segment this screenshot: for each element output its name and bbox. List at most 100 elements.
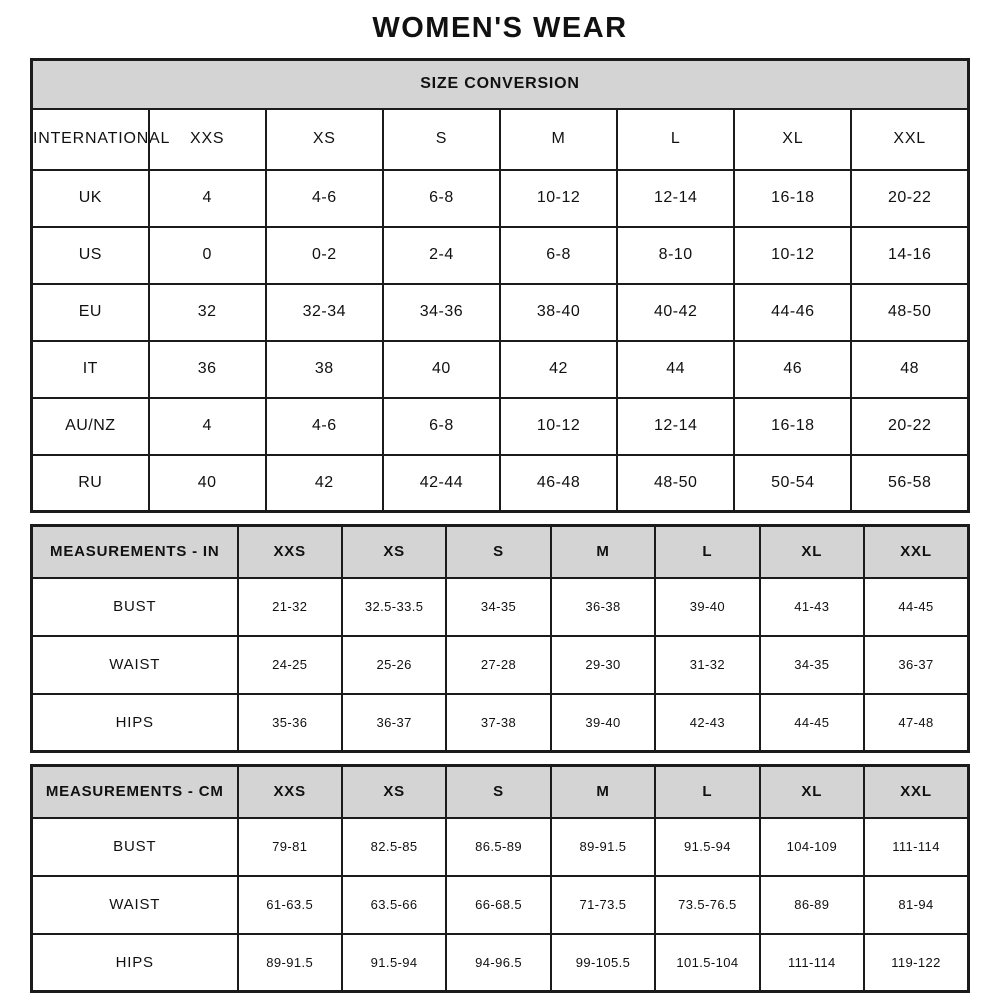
- cell: 21-32: [236, 576, 343, 637]
- table-row-bust-cm: BUST 79-81 82.5-85 86.5-89 89-91.5 91.5-…: [30, 816, 970, 877]
- size-col-xxs: XXS: [236, 524, 343, 579]
- cell: 47-48: [863, 692, 970, 753]
- size-col-xxl: XXL: [863, 524, 970, 579]
- cell: 44-45: [863, 576, 970, 637]
- cell: 36-37: [863, 634, 970, 695]
- cell: 44-46: [733, 282, 853, 342]
- cell: 44: [616, 339, 736, 399]
- cell: 104-109: [758, 816, 866, 877]
- cell: 35-36: [236, 692, 343, 753]
- size-col-s: S: [445, 524, 552, 579]
- cell: 4: [147, 168, 267, 228]
- row-label: WAIST: [30, 634, 239, 695]
- cell: 29-30: [549, 634, 657, 695]
- table-row-waist-cm: WAIST 61-63.5 63.5-66 66-68.5 71-73.5 73…: [30, 874, 970, 935]
- row-label: BUST: [30, 576, 239, 637]
- measurements-in-header: MEASUREMENTS - IN: [30, 524, 239, 579]
- cell: 6-8: [498, 225, 619, 285]
- cell: 86-89: [758, 874, 866, 935]
- table-row-eu: EU 32 32-34 34-36 38-40 40-42 44-46 48-5…: [30, 282, 970, 342]
- size-col-xl: XL: [758, 524, 866, 579]
- row-label: UK: [30, 168, 150, 228]
- table-row-us: US 0 0-2 2-4 6-8 8-10 10-12 14-16: [30, 225, 970, 285]
- cell: 27-28: [445, 634, 552, 695]
- cell: 42: [498, 339, 619, 399]
- cell: 94-96.5: [445, 932, 552, 993]
- table-row-waist-in: WAIST 24-25 25-26 27-28 29-30 31-32 34-3…: [30, 634, 970, 695]
- cell: 14-16: [850, 225, 970, 285]
- cell: 111-114: [758, 932, 866, 993]
- row-label: RU: [30, 453, 150, 513]
- cell: 32-34: [264, 282, 384, 342]
- cell: 99-105.5: [549, 932, 657, 993]
- cell: 12-14: [616, 396, 736, 456]
- cell: 119-122: [863, 932, 970, 993]
- cell: 82.5-85: [340, 816, 448, 877]
- cell: 89-91.5: [549, 816, 657, 877]
- cell: 20-22: [850, 168, 970, 228]
- size-col-l: L: [654, 764, 761, 819]
- table-row-it: IT 36 38 40 42 44 46 48: [30, 339, 970, 399]
- cell: 44-45: [758, 692, 866, 753]
- cell: 4-6: [264, 168, 384, 228]
- size-col-xs: XS: [340, 524, 448, 579]
- cell: 48-50: [616, 453, 736, 513]
- size-header-row: INTERNATIONAL XXS XS S M L XL XXL: [30, 107, 970, 171]
- cell: 31-32: [654, 634, 761, 695]
- cell: 39-40: [654, 576, 761, 637]
- size-col-l: L: [654, 524, 761, 579]
- page-title: WOMEN'S WEAR: [372, 12, 628, 44]
- size-col-xs: XS: [340, 764, 448, 819]
- cell: 37-38: [445, 692, 552, 753]
- cell: 42: [264, 453, 384, 513]
- size-col-s: S: [381, 107, 502, 171]
- cell: 91.5-94: [654, 816, 761, 877]
- cell: 38: [264, 339, 384, 399]
- cell: 16-18: [733, 168, 853, 228]
- measurements-cm-header-row: MEASUREMENTS - CM XXS XS S M L XL XXL: [30, 764, 970, 819]
- row-label: WAIST: [30, 874, 239, 935]
- cell: 10-12: [498, 168, 619, 228]
- cell: 20-22: [850, 396, 970, 456]
- cell: 71-73.5: [549, 874, 657, 935]
- table-banner-row: SIZE CONVERSION: [30, 58, 970, 110]
- cell: 63.5-66: [340, 874, 448, 935]
- row-label: HIPS: [30, 692, 239, 753]
- cell: 6-8: [381, 396, 502, 456]
- cell: 79-81: [236, 816, 343, 877]
- cell: 46-48: [498, 453, 619, 513]
- cell: 32: [147, 282, 267, 342]
- cell: 4-6: [264, 396, 384, 456]
- size-col-m: M: [549, 764, 657, 819]
- cell: 36-38: [549, 576, 657, 637]
- size-col-l: L: [616, 107, 736, 171]
- cell: 50-54: [733, 453, 853, 513]
- cell: 32.5-33.5: [340, 576, 448, 637]
- cell: 41-43: [758, 576, 866, 637]
- table-row-hips-in: HIPS 35-36 36-37 37-38 39-40 42-43 44-45…: [30, 692, 970, 753]
- cell: 40: [381, 339, 502, 399]
- cell: 4: [147, 396, 267, 456]
- cell: 36-37: [340, 692, 448, 753]
- row-label: IT: [30, 339, 150, 399]
- size-col-xs: XS: [264, 107, 384, 171]
- cell: 66-68.5: [445, 874, 552, 935]
- row-label: US: [30, 225, 150, 285]
- cell: 48-50: [850, 282, 970, 342]
- cell: 40-42: [616, 282, 736, 342]
- row-label: AU/NZ: [30, 396, 150, 456]
- table-row-ru: RU 40 42 42-44 46-48 48-50 50-54 56-58: [30, 453, 970, 513]
- cell: 8-10: [616, 225, 736, 285]
- cell: 25-26: [340, 634, 448, 695]
- table-row-hips-cm: HIPS 89-91.5 91.5-94 94-96.5 99-105.5 10…: [30, 932, 970, 993]
- cell: 34-36: [381, 282, 502, 342]
- size-col-xxl: XXL: [850, 107, 970, 171]
- cell: 34-35: [445, 576, 552, 637]
- cell: 42-44: [381, 453, 502, 513]
- cell: 34-35: [758, 634, 866, 695]
- cell: 91.5-94: [340, 932, 448, 993]
- cell: 0: [147, 225, 267, 285]
- cell: 46: [733, 339, 853, 399]
- row-label: EU: [30, 282, 150, 342]
